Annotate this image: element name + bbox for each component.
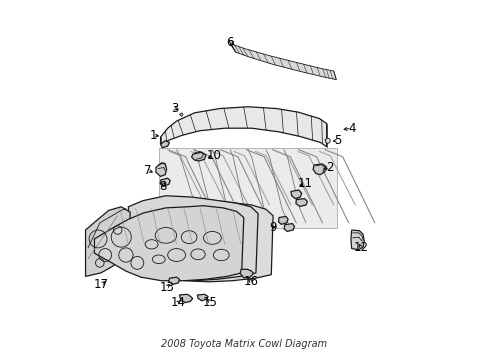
- Polygon shape: [240, 269, 253, 278]
- Text: 14: 14: [171, 296, 185, 309]
- Polygon shape: [142, 198, 272, 282]
- Text: 2: 2: [326, 161, 333, 174]
- Text: 8: 8: [159, 180, 166, 193]
- Polygon shape: [179, 294, 192, 302]
- Polygon shape: [350, 230, 364, 249]
- Text: 2008 Toyota Matrix Cowl Diagram: 2008 Toyota Matrix Cowl Diagram: [161, 339, 327, 348]
- Polygon shape: [295, 199, 307, 206]
- Text: 12: 12: [353, 241, 368, 255]
- Circle shape: [325, 138, 329, 143]
- Text: 3: 3: [171, 102, 178, 115]
- Polygon shape: [156, 163, 166, 176]
- Polygon shape: [128, 196, 258, 281]
- Polygon shape: [290, 190, 301, 199]
- Text: 1: 1: [149, 129, 157, 142]
- Polygon shape: [160, 107, 326, 147]
- Polygon shape: [160, 141, 169, 148]
- Text: 4: 4: [347, 122, 355, 135]
- Polygon shape: [197, 294, 207, 301]
- Text: 17: 17: [94, 278, 109, 291]
- Polygon shape: [94, 206, 244, 281]
- Text: 15: 15: [203, 296, 218, 309]
- Text: 10: 10: [206, 149, 221, 162]
- Text: 16: 16: [244, 275, 259, 288]
- Polygon shape: [159, 148, 337, 228]
- Text: 5: 5: [333, 134, 340, 147]
- Polygon shape: [191, 152, 205, 161]
- Polygon shape: [85, 207, 130, 276]
- Text: 11: 11: [297, 177, 312, 190]
- Polygon shape: [312, 164, 325, 175]
- Polygon shape: [179, 113, 183, 116]
- Text: 7: 7: [144, 164, 151, 177]
- Polygon shape: [284, 224, 294, 231]
- Text: 13: 13: [159, 281, 174, 294]
- Polygon shape: [230, 44, 336, 80]
- Polygon shape: [160, 178, 170, 186]
- Polygon shape: [278, 216, 287, 224]
- Polygon shape: [168, 277, 179, 284]
- Text: 9: 9: [269, 221, 276, 234]
- Text: 6: 6: [226, 36, 233, 49]
